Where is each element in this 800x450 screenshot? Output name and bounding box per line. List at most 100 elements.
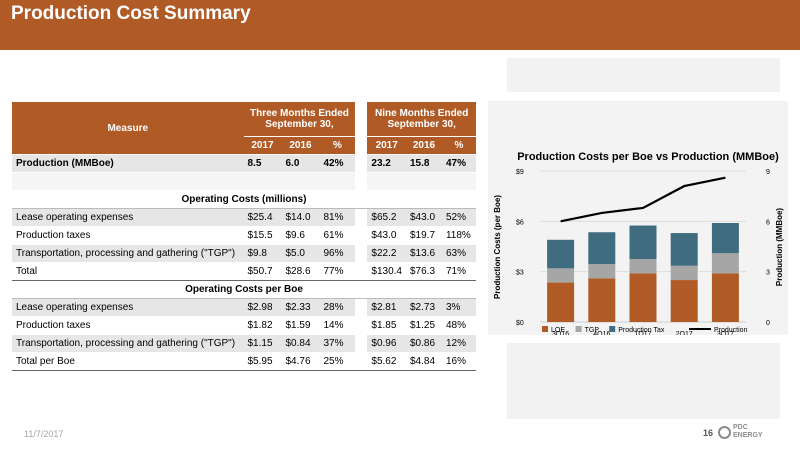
row-label: Lease operating expenses xyxy=(12,298,244,317)
y-tick-label: $0 xyxy=(516,320,524,327)
logo-text-2: ENERGY xyxy=(733,432,763,439)
rows2: Lease operating expenses $2.98 $2.33 28%… xyxy=(12,298,476,371)
cell: $2.73 xyxy=(405,298,442,317)
cell: $76.3 xyxy=(405,262,442,281)
cell: $5.62 xyxy=(367,352,406,371)
cell: 71% xyxy=(441,262,476,281)
cell: $25.4 xyxy=(243,208,282,227)
cell: $13.6 xyxy=(405,244,442,263)
cell: 118% xyxy=(441,226,476,245)
cell: 61% xyxy=(319,226,356,245)
row-label: Transportation, processing and gathering… xyxy=(12,244,244,263)
table-row: Transportation, processing and gathering… xyxy=(12,334,476,353)
chart-title: Production Costs per Boe vs Production (… xyxy=(517,151,779,163)
bar-loe xyxy=(629,273,657,322)
x-tick-label: 3Q17 xyxy=(717,331,734,335)
table-row: Transportation, processing and gathering… xyxy=(12,244,476,263)
bar-loe xyxy=(670,280,698,322)
bar-tgp xyxy=(629,259,657,274)
production-line xyxy=(560,176,726,223)
section-operating-costs: Operating Costs (millions) xyxy=(12,190,476,209)
group2-header: Nine Months Ended September 30, xyxy=(367,101,476,137)
bar-tgp xyxy=(588,264,616,279)
page-number: 16 xyxy=(703,428,714,438)
subheader: 2016 xyxy=(281,136,320,155)
cell: 77% xyxy=(319,262,356,281)
table-row: Lease operating expenses $2.98 $2.33 28%… xyxy=(12,298,476,317)
cell: $130.4 xyxy=(367,262,406,281)
y2-tick-label: 0 xyxy=(766,320,770,327)
cell: 28% xyxy=(319,298,356,317)
table-row: Lease operating expenses $25.4 $14.0 81%… xyxy=(12,208,476,227)
cell: 16% xyxy=(441,352,476,371)
cell: $65.2 xyxy=(367,208,406,227)
legend-swatch xyxy=(575,326,582,332)
bar-loe xyxy=(588,278,616,322)
cell: $14.0 xyxy=(281,208,320,227)
row-label: Total xyxy=(12,262,244,281)
x-tick-label: 2Q17 xyxy=(676,331,693,335)
cell: $4.84 xyxy=(405,352,442,371)
x-tick-label: 1Q17 xyxy=(634,331,651,335)
group1-header: Three Months Ended September 30, xyxy=(243,101,356,137)
cell: $1.59 xyxy=(281,316,320,335)
cost-chart: Production Costs per Boe vs Production (… xyxy=(493,151,784,335)
cell: $1.15 xyxy=(243,334,282,353)
cell: $9.6 xyxy=(281,226,320,245)
bar-tgp xyxy=(711,253,739,274)
cell: 96% xyxy=(319,244,356,263)
table-row: Production taxes $1.82 $1.59 14% $1.85 $… xyxy=(12,316,476,335)
cell: $0.86 xyxy=(405,334,442,353)
legend-label: Production Tax xyxy=(618,327,665,334)
y-tick-label: $3 xyxy=(516,270,524,277)
cell: $0.84 xyxy=(281,334,320,353)
cell: $43.0 xyxy=(405,208,442,227)
y-axis-label: Production Costs (per Boe) xyxy=(493,195,502,299)
cell: $43.0 xyxy=(367,226,406,245)
cell: $2.33 xyxy=(281,298,320,317)
legend-label: LOE xyxy=(551,327,565,334)
cell: $2.98 xyxy=(243,298,282,317)
cell: $0.96 xyxy=(367,334,406,353)
bar-production-tax xyxy=(670,233,698,266)
y2-tick-label: 3 xyxy=(766,270,770,277)
cell: $1.25 xyxy=(405,316,442,335)
cell: $2.81 xyxy=(367,298,406,317)
row-label: Lease operating expenses xyxy=(12,208,244,227)
bar-tgp xyxy=(670,265,698,281)
title-bar: Production Cost Summary xyxy=(0,0,800,50)
bar-production-tax xyxy=(547,239,575,269)
cell: 25% xyxy=(319,352,356,371)
legend-label: TGP xyxy=(585,327,600,334)
cell: 15.8 xyxy=(405,154,442,173)
cell: 52% xyxy=(441,208,476,227)
footer-date: 11/7/2017 xyxy=(24,429,64,439)
cell: $19.7 xyxy=(405,226,442,245)
decor-panel-bottom xyxy=(507,343,780,419)
y2-axis-label: Production (MMBoe) xyxy=(775,208,784,287)
subheader: 2017 xyxy=(367,136,406,155)
company-logo: PDC ENERGY xyxy=(718,424,763,440)
subheader: 2016 xyxy=(405,136,442,155)
cell: 23.2 xyxy=(367,154,406,173)
cell: $4.76 xyxy=(281,352,320,371)
cell: $50.7 xyxy=(243,262,282,281)
rows1: Lease operating expenses $25.4 $14.0 81%… xyxy=(12,208,476,281)
row-label: Production taxes xyxy=(12,316,244,335)
cell: 42% xyxy=(319,154,356,173)
y-tick-label: $6 xyxy=(516,219,524,226)
measure-header: Measure xyxy=(12,101,244,155)
cell: $15.5 xyxy=(243,226,282,245)
cost-table: Measure Three Months Ended September 30,… xyxy=(12,101,476,371)
bar-production-tax xyxy=(588,232,616,265)
cell: 12% xyxy=(441,334,476,353)
legend-swatch xyxy=(542,326,548,332)
row-label: Transportation, processing and gathering… xyxy=(12,334,244,353)
cell: $1.85 xyxy=(367,316,406,335)
spacer-row xyxy=(12,172,476,191)
cell: $5.95 xyxy=(243,352,282,371)
bar-production-tax xyxy=(711,223,739,254)
cell: 14% xyxy=(319,316,356,335)
x-tick-label: 4Q16 xyxy=(593,331,610,335)
bar-loe xyxy=(711,273,739,322)
